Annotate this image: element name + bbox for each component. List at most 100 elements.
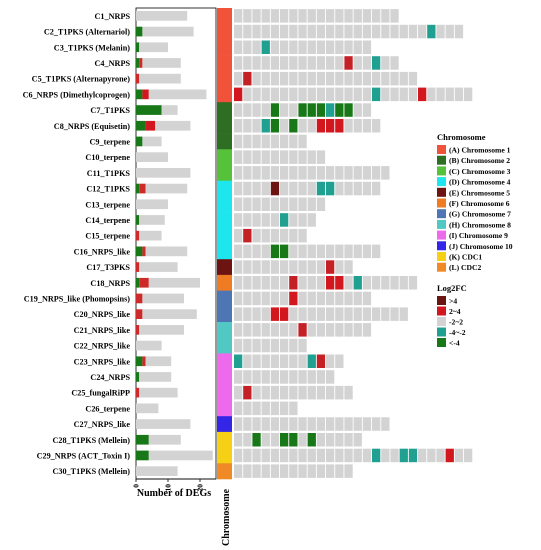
chromosome-cell	[217, 431, 232, 448]
cluster-label: C7_T1PKS	[90, 106, 130, 115]
deg-bar-down	[136, 58, 140, 68]
deg-bar-neutral	[145, 246, 188, 257]
heat-cell	[362, 56, 372, 70]
heat-cell	[316, 370, 326, 384]
legend-swatch	[437, 317, 446, 326]
heat-cell	[298, 291, 307, 306]
heat-cell	[390, 448, 399, 463]
deg-bar-neutral	[139, 372, 172, 382]
cluster-label: C10_terpene	[85, 153, 130, 162]
heat-cell	[298, 166, 307, 180]
legend-label: (H) Chromosome 8	[449, 220, 511, 229]
heat-cell	[270, 134, 280, 149]
heat-cell	[289, 338, 298, 353]
legend-swatch	[437, 145, 446, 154]
heat-cell	[289, 213, 298, 227]
heat-cell	[445, 24, 454, 39]
heat-cell	[372, 87, 381, 102]
heat-cell	[280, 87, 289, 102]
heat-cell	[252, 307, 261, 321]
heat-cell	[243, 166, 252, 180]
cluster-label: C5_T1PKS (Alternapyrone)	[32, 75, 131, 84]
heat-cell	[280, 260, 289, 274]
heat-cell	[307, 260, 316, 274]
heat-cell	[280, 323, 289, 337]
heat-cell	[298, 9, 307, 23]
heat-cell	[372, 276, 381, 290]
deg-bar-down	[136, 42, 140, 53]
heat-cell	[234, 244, 243, 259]
heat-cell	[280, 307, 289, 321]
deg-bar-neutral	[136, 152, 168, 162]
heat-cell	[289, 119, 298, 133]
deg-bar-neutral	[139, 262, 178, 272]
heat-cell	[353, 24, 362, 39]
heat-cell	[252, 464, 261, 478]
heat-cell	[399, 448, 408, 463]
heat-cell	[298, 40, 307, 54]
heat-cell	[252, 323, 261, 337]
heat-cell	[280, 244, 289, 259]
chromosome-legend: Chromosome (A) Chromosome 1(B) Chromosome…	[437, 132, 513, 272]
heat-cell	[326, 276, 335, 290]
heat-cell	[270, 401, 280, 416]
heat-cell	[234, 291, 243, 306]
heat-cell	[280, 370, 289, 384]
deg-bar-neutral	[136, 403, 159, 414]
heat-cell	[289, 433, 298, 447]
heat-cell	[344, 276, 353, 290]
cluster-label: C13_terpene	[85, 200, 130, 209]
legend-swatch	[437, 230, 446, 240]
heat-cell	[335, 40, 344, 54]
heat-cell	[326, 244, 335, 259]
deg-bar-down	[136, 450, 149, 461]
heat-cell	[234, 417, 243, 431]
heat-cell	[289, 228, 298, 243]
heat-cell	[261, 433, 270, 447]
heat-cell	[234, 433, 243, 447]
heat-cell	[298, 244, 307, 259]
heat-cell	[252, 150, 261, 164]
heat-cell	[234, 181, 243, 196]
heat-cell	[316, 464, 326, 478]
heat-cell	[335, 181, 344, 196]
heat-cell	[344, 9, 353, 23]
heat-cell	[298, 417, 307, 431]
heat-cell	[344, 40, 353, 54]
heat-cell	[234, 56, 243, 70]
legend-label: (G) Chromosome 7	[449, 210, 511, 219]
heat-cell	[418, 24, 427, 39]
heat-cell	[243, 307, 252, 321]
cluster-label: C18_NRPS	[90, 279, 130, 288]
heat-cell	[353, 87, 362, 102]
cluster-label: C8_NRPS (Equisetin)	[54, 122, 130, 131]
heat-cell	[316, 103, 326, 117]
heat-cell	[335, 433, 344, 447]
chromosome-cell	[217, 8, 232, 24]
heat-cell	[316, 71, 326, 86]
heat-cell	[326, 323, 335, 337]
heat-cell	[270, 40, 280, 54]
deg-bar-up	[142, 89, 149, 100]
heat-cell	[381, 87, 390, 102]
deg-bar-neutral	[139, 325, 184, 335]
heat-cell	[280, 448, 289, 463]
heat-cell	[307, 40, 316, 54]
heat-cell	[289, 260, 298, 274]
heat-cell	[298, 370, 307, 384]
heat-cell	[427, 448, 436, 463]
heat-cell	[252, 40, 261, 54]
heat-cell	[289, 56, 298, 70]
heat-cell	[362, 40, 372, 54]
chromosome-cell	[217, 259, 232, 276]
heat-cell	[270, 276, 280, 290]
deg-bar-neutral	[139, 387, 178, 398]
heat-cell	[234, 260, 243, 274]
heat-cell	[307, 181, 316, 196]
heat-cell	[252, 56, 261, 70]
heat-cell	[243, 417, 252, 431]
heat-cell	[399, 87, 408, 102]
heat-cell	[298, 134, 307, 149]
heat-cell	[243, 276, 252, 290]
